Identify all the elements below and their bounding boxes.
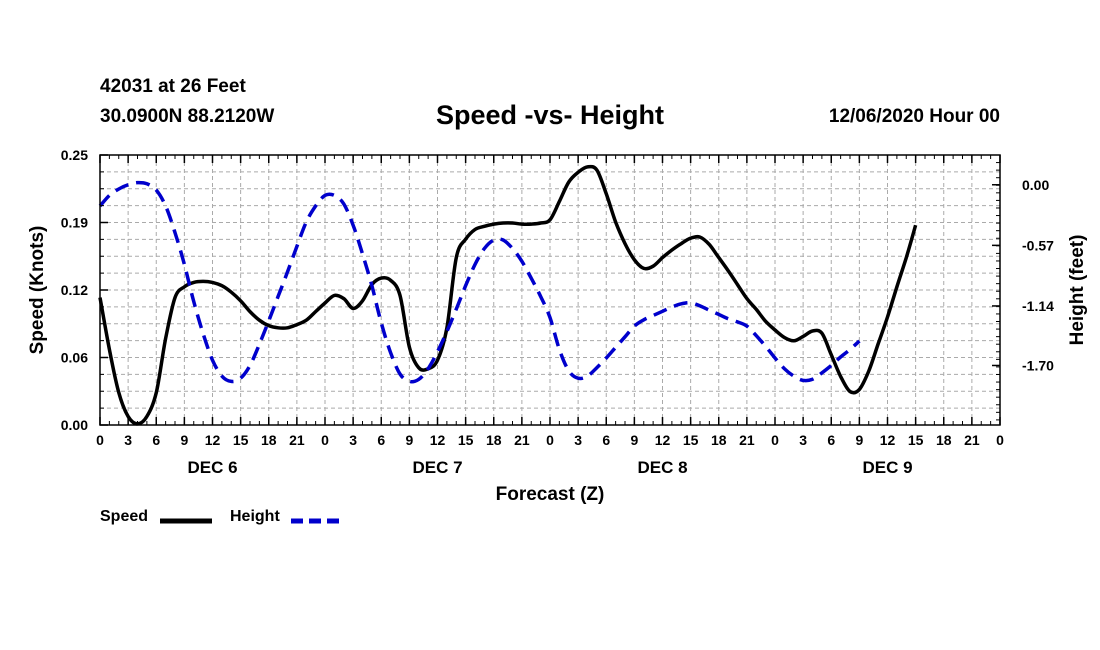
x-axis-label: Forecast (Z) xyxy=(496,484,605,505)
grid xyxy=(100,155,1000,425)
y2-axis-label: Height (feet) xyxy=(1067,235,1088,346)
x-tick-label: 6 xyxy=(152,432,160,448)
x-tick-label: 6 xyxy=(602,432,610,448)
coords-label: 30.0900N 88.2120W xyxy=(100,106,275,127)
x-tick-label: 18 xyxy=(936,432,952,448)
x-tick-label: 21 xyxy=(739,432,755,448)
series-line-speed xyxy=(98,164,918,426)
x-tick-label: 12 xyxy=(880,432,896,448)
x-tick-label: 6 xyxy=(377,432,385,448)
x-tick-label: 18 xyxy=(486,432,502,448)
x-tick-label: 15 xyxy=(458,432,474,448)
x-tick-label: 0 xyxy=(96,432,104,448)
x-tick-label: 9 xyxy=(855,432,863,448)
x-tick-label: 0 xyxy=(321,432,329,448)
y-tick-label: 0.25 xyxy=(61,147,88,163)
x-tick-label: 9 xyxy=(630,432,638,448)
y-tick-label: 0.06 xyxy=(61,350,88,366)
x-tick-label: 3 xyxy=(799,432,807,448)
x-tick-label: 18 xyxy=(711,432,727,448)
y2-tick-label: 0.00 xyxy=(1022,177,1049,193)
day-label: DEC 8 xyxy=(637,458,687,477)
x-tick-label: 0 xyxy=(546,432,554,448)
x-tick-label: 9 xyxy=(180,432,188,448)
datetime-label: 12/06/2020 Hour 00 xyxy=(828,106,1000,127)
ticks: 0 3 6 9 12 15 18 21 0 3 6 9 12 15 18 21 0 3 6 9 12 15 18 21 0 3 6 9… xyxy=(61,147,1054,477)
x-tick-label: 6 xyxy=(827,432,835,448)
x-tick-label: 3 xyxy=(574,432,582,448)
x-tick-label: 15 xyxy=(908,432,924,448)
chart-title: Speed -vs- Height xyxy=(435,100,665,130)
x-tick-label: 3 xyxy=(349,432,357,448)
y-tick-label: 0.12 xyxy=(61,282,88,298)
x-tick-label: 21 xyxy=(964,432,980,448)
x-tick-label: 12 xyxy=(205,432,221,448)
y2-tick-label: -1.70 xyxy=(1022,357,1054,373)
series-line-height xyxy=(98,180,861,384)
series-layer xyxy=(98,164,918,426)
y-tick-label: 0.19 xyxy=(61,215,88,231)
y2-tick-label: -0.57 xyxy=(1022,237,1054,253)
x-tick-label: 12 xyxy=(430,432,446,448)
x-tick-label: 0 xyxy=(771,432,779,448)
x-tick-label: 3 xyxy=(124,432,132,448)
y-axis-label: Speed (Knots) xyxy=(27,226,48,355)
x-tick-label: 15 xyxy=(683,432,699,448)
day-label: DEC 9 xyxy=(862,458,912,477)
day-label: DEC 7 xyxy=(412,458,462,477)
y-tick-label: 0.00 xyxy=(61,417,88,433)
station-label: 42031 at 26 Feet xyxy=(100,76,246,97)
x-tick-label: 21 xyxy=(514,432,530,448)
x-tick-label: 12 xyxy=(655,432,671,448)
day-label: DEC 6 xyxy=(187,458,237,477)
x-tick-label: 18 xyxy=(261,432,277,448)
y2-tick-label: -1.14 xyxy=(1022,298,1054,314)
x-tick-label: 0 xyxy=(996,432,1004,448)
x-tick-label: 9 xyxy=(405,432,413,448)
legend-speed-label: Speed xyxy=(100,508,149,525)
legend-height-label: Height xyxy=(230,508,280,525)
x-tick-label: 21 xyxy=(289,432,305,448)
x-tick-label: 15 xyxy=(233,432,249,448)
